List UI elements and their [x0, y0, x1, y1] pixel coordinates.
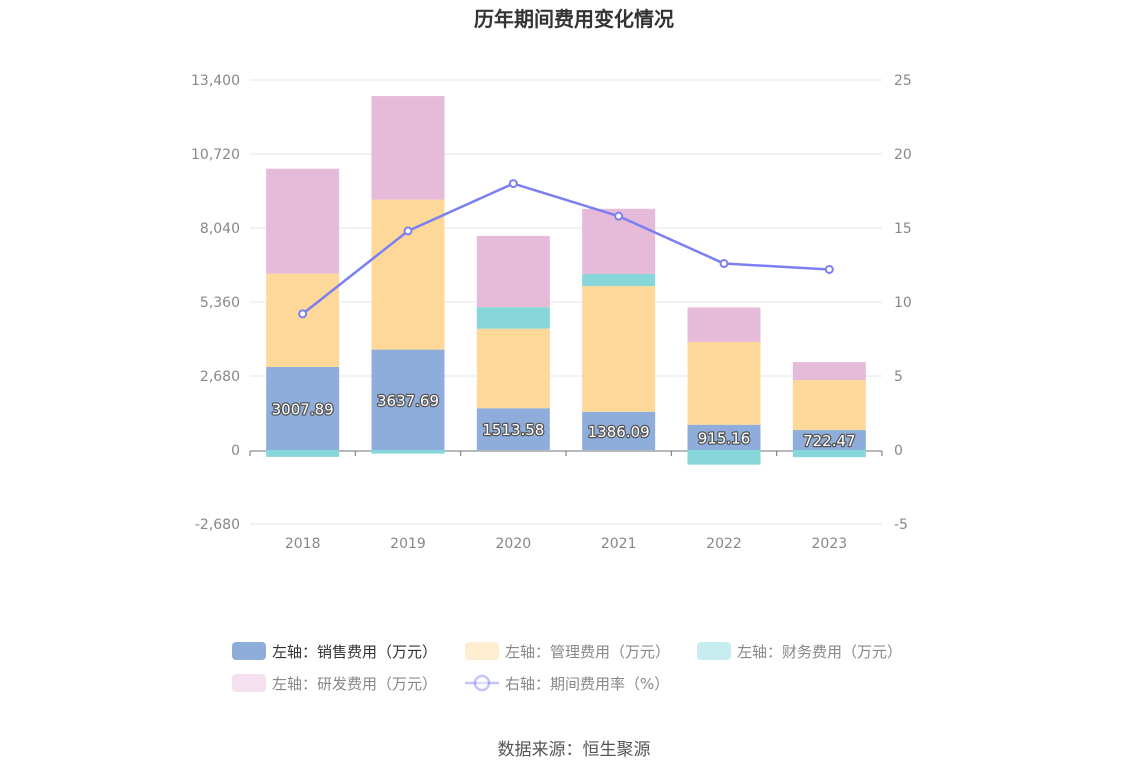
bar-segment-s0-2018 [266, 366, 340, 450]
left-axis-tick-label: 5,360 [200, 295, 240, 311]
legend: 左轴：销售费用（万元） 左轴：管理费用（万元） 左轴：财务费用（万元） 左轴：研发费用… [232, 642, 902, 693]
legend-item-2: 左轴：财务费用（万元） [697, 642, 902, 661]
legend-label: 左轴：财务费用（万元） [737, 643, 902, 661]
rate-point [298, 309, 308, 319]
bars [266, 96, 866, 465]
left-axis-tick-label: 13,400 [191, 73, 240, 89]
left-axis-tick-label: -2,680 [195, 517, 240, 533]
bar-segment-s2-2018 [266, 450, 340, 457]
rate-point [719, 259, 729, 269]
bar-segment-s3-2018 [266, 168, 340, 274]
legend-point-swatch [473, 674, 491, 692]
left-axis-tick-label: 0 [231, 443, 240, 459]
rate-line-path [301, 182, 830, 315]
left-axis-tick-label: 8,040 [200, 221, 240, 237]
bar-segment-s1-2019 [371, 199, 445, 350]
legend-label: 左轴：销售费用（万元） [272, 643, 437, 661]
bar-segment-s1-2021 [582, 286, 656, 412]
x-axis-label: 2019 [390, 536, 426, 552]
bar-segment-s1-2022 [687, 341, 761, 425]
rate-point [824, 264, 834, 274]
legend-swatch [697, 642, 731, 660]
rate-point [508, 179, 518, 189]
right-axis-tick-label: 15 [894, 221, 912, 237]
bar-segment-s0-2021 [582, 411, 656, 450]
bar-segment-s2-2020 [476, 307, 550, 329]
data-label: 722.47 [803, 432, 856, 450]
legend-label: 右轴：期间费用率（%） [505, 675, 669, 693]
legend-item-0: 左轴：销售费用（万元） [232, 642, 437, 661]
bar-segment-s0-2019 [371, 349, 445, 450]
right-axis-tick-label: 25 [894, 73, 912, 89]
data-label: 3637.69 [377, 392, 439, 410]
axes: -2,680 0 2,680 5,360 8,040 10,720 13,400 -5 0 5 10… [191, 73, 912, 552]
data-label: 915.16 [698, 429, 751, 447]
data-label: 3007.89 [272, 400, 334, 418]
bar-segment-s0-2020 [476, 408, 550, 450]
bar-segment-s1-2018 [266, 273, 340, 367]
x-axis-label: 2022 [706, 536, 742, 552]
right-axis-tick-label: -5 [894, 517, 908, 533]
legend-swatch [232, 642, 266, 660]
x-axis-label: 2021 [601, 536, 637, 552]
rate-line [298, 179, 834, 319]
x-axis-label: 2018 [285, 536, 321, 552]
legend-label: 左轴：研发费用（万元） [272, 675, 437, 693]
bar-segment-s3-2023 [792, 362, 866, 381]
right-axis-tick-label: 20 [894, 147, 912, 163]
rate-point [403, 226, 413, 236]
x-axis-label: 2020 [496, 536, 532, 552]
right-axis-tick-label: 0 [894, 443, 903, 459]
x-axis-label: 2023 [812, 536, 848, 552]
chart-title: 历年期间费用变化情况 [474, 7, 674, 31]
legend-item-1: 左轴：管理费用（万元） [465, 642, 670, 661]
legend-swatch [232, 674, 266, 692]
left-axis-tick-label: 10,720 [191, 147, 240, 163]
data-labels: 3007.89 3637.69 1513.58 1386.09 915.16 722.47 [270, 391, 856, 452]
bar-segment-s2-2019 [371, 450, 445, 454]
data-source: 数据来源：恒生聚源 [498, 740, 651, 760]
rate-point [614, 211, 624, 221]
bar-segment-s1-2020 [476, 328, 550, 409]
bar-segment-s2-2022 [687, 450, 761, 465]
bar-segment-s1-2023 [792, 380, 866, 431]
bar-segment-s3-2019 [371, 96, 445, 200]
right-axis-tick-label: 10 [894, 295, 912, 311]
bar-segment-s3-2022 [687, 307, 761, 342]
bar-segment-s0-2023 [792, 430, 866, 450]
left-axis-tick-label: 2,680 [200, 369, 240, 385]
legend-swatch [465, 642, 499, 660]
bar-segment-s2-2023 [792, 450, 866, 458]
bar-segment-s3-2020 [476, 235, 550, 308]
gridlines [250, 79, 882, 525]
bar-segment-s2-2021 [582, 273, 656, 287]
data-label: 1386.09 [588, 423, 650, 441]
legend-label: 左轴：管理费用（万元） [505, 643, 670, 661]
bar-segment-s0-2022 [687, 424, 761, 450]
legend-item-3: 左轴：研发费用（万元） [232, 674, 437, 693]
data-label: 1513.58 [482, 421, 544, 439]
right-axis-tick-label: 5 [894, 369, 903, 385]
legend-item-4: 右轴：期间费用率（%） [465, 674, 669, 693]
